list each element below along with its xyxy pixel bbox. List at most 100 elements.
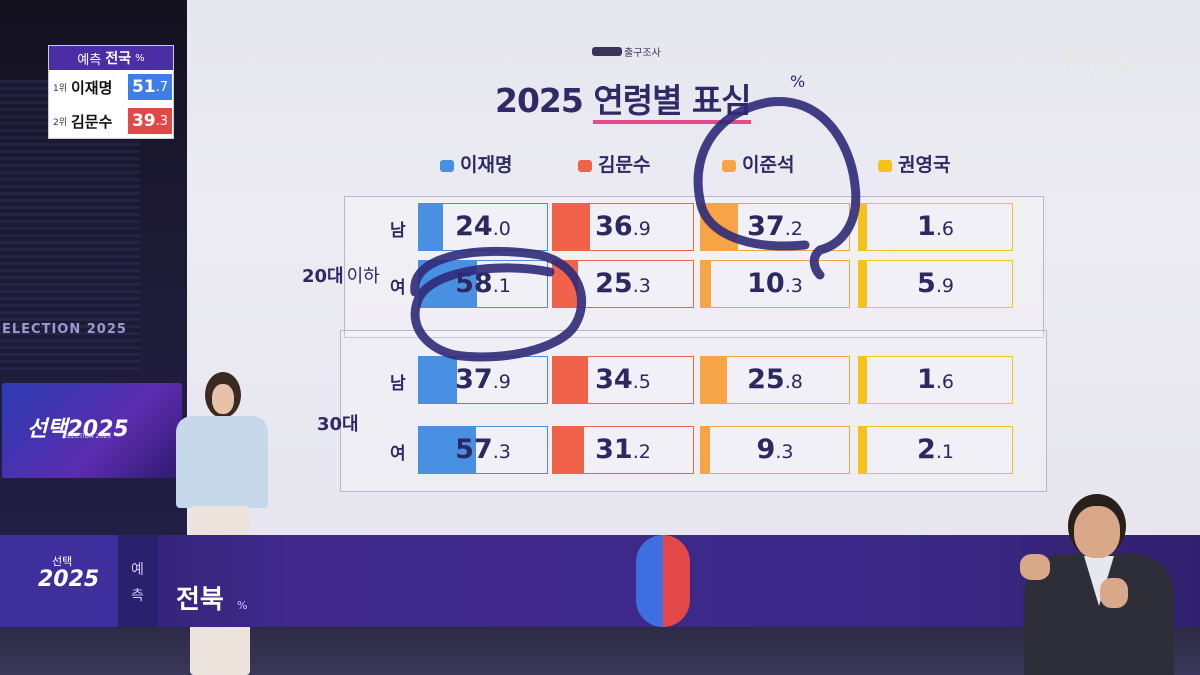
vote-bar [553, 204, 590, 250]
legend-item: 이준석 [722, 150, 794, 177]
side-screen: 선택2025 ELECTION 2025 [2, 383, 182, 478]
vote-value: 2.1 [859, 434, 1012, 465]
vote-value: 10.3 [701, 268, 849, 299]
bar-logo-main: 2025 [38, 567, 100, 592]
vote-cell: 1.6 [858, 203, 1013, 251]
side-screen-logo-sub: ELECTION 2025 [64, 433, 111, 440]
age-group-label: 30대 [317, 410, 362, 436]
vote-cell: 24.0 [418, 203, 548, 251]
presenter-face [212, 384, 234, 414]
vote-cell: 31.2 [552, 426, 694, 474]
legend-label: 이재명 [460, 154, 513, 176]
vote-value: 25.8 [701, 364, 849, 395]
prediction-header: 예측 전국 % [49, 46, 173, 70]
vote-bar [553, 357, 588, 403]
vote-bar [419, 204, 443, 250]
vote-cell: 10.3 [700, 260, 850, 308]
vote-value-int: 25 [595, 268, 633, 299]
sign-language-interpreter [1010, 490, 1180, 675]
vote-value-dec: .9 [632, 218, 651, 240]
vote-bar [701, 427, 710, 473]
vote-value: 58.1 [419, 268, 547, 299]
vote-value-dec: .3 [492, 441, 511, 463]
vote-bar [859, 261, 867, 307]
vote-value-int: 10 [747, 268, 785, 299]
vote-value: 1.6 [859, 211, 1012, 242]
vote-value-int: 37 [747, 211, 785, 242]
prediction-header-region: 전국 [105, 51, 132, 67]
vote-value-int: 31 [595, 434, 633, 465]
vote-value-dec: .2 [632, 441, 651, 463]
age-group-label: 20대 이하 [302, 262, 380, 288]
vote-bar [553, 427, 584, 473]
side-screen-logo: 선택2025 [27, 417, 129, 442]
vote-bar [859, 204, 867, 250]
vote-value-int: 25 [747, 364, 785, 395]
prediction-value: 51.7 [128, 74, 172, 100]
broadcaster-small-logo [592, 47, 622, 56]
vote-cell: 5.9 [858, 260, 1013, 308]
vote-value: 25.3 [553, 268, 693, 299]
pie-right-half [663, 535, 690, 627]
vote-value-dec: .3 [784, 275, 803, 297]
vote-bar [859, 427, 867, 473]
presenter-shirt [176, 416, 268, 508]
prediction-value-dec: .7 [155, 79, 169, 95]
legend-swatch [440, 159, 454, 172]
bar-region: 전북 [176, 585, 224, 615]
prediction-row: 1위 이재명 51.7 [49, 70, 173, 104]
prediction-value-dec: .3 [155, 113, 169, 129]
prediction-name: 김문수 [71, 112, 113, 131]
bar-logo: 선택 2025 [0, 535, 118, 627]
exit-poll-label: 출구조사 [624, 48, 661, 59]
vote-value-dec: .6 [935, 371, 954, 393]
title-unit: % [790, 72, 806, 91]
vote-cell: 25.3 [552, 260, 694, 308]
prediction-value-int: 51 [131, 77, 156, 97]
legend-label: 권영국 [898, 154, 951, 176]
vote-cell: 2.1 [858, 426, 1013, 474]
vote-value-int: 9 [756, 434, 776, 465]
legend-item: 김문수 [578, 150, 650, 177]
legend-item: 권영국 [878, 150, 950, 177]
prediction-rank: 1위 [52, 83, 67, 94]
vote-value: 57.3 [419, 434, 547, 465]
legend-label: 이준석 [742, 154, 795, 176]
vote-bar [701, 261, 711, 307]
vote-value: 1.6 [859, 364, 1012, 395]
election-wall-text: ELECTION 2025 [2, 322, 127, 337]
mbc-logo: MBC [1062, 42, 1135, 77]
prediction-box: 예측 전국 % 1위 이재명 51.7 2위 김문수 39.3 [48, 45, 174, 139]
vote-bar [701, 357, 727, 403]
prediction-header-unit: % [135, 52, 145, 64]
chart-title: 2025 연령별 표심 [495, 74, 752, 124]
vote-value-int: 36 [595, 211, 633, 242]
vote-value-int: 24 [455, 211, 493, 242]
prediction-header-prefix: 예측 [77, 52, 102, 68]
vote-value-dec: .2 [784, 218, 803, 240]
vote-value-dec: .5 [632, 371, 651, 393]
vote-value-dec: .1 [935, 441, 954, 463]
legend-swatch [722, 159, 736, 172]
interpreter-face [1074, 506, 1120, 558]
vote-value-dec: .9 [492, 371, 511, 393]
vote-value: 37.9 [419, 364, 547, 395]
bar-logo-top: 선택 [52, 555, 73, 568]
vote-value-dec: .3 [632, 275, 651, 297]
presenter [168, 372, 268, 675]
vote-cell: 34.5 [552, 356, 694, 404]
bar-predict-label: 예 측 [118, 535, 158, 627]
vote-value-dec: .0 [492, 218, 511, 240]
legend-swatch [878, 159, 892, 172]
interpreter-hand [1020, 554, 1050, 580]
vote-value: 37.2 [701, 211, 849, 242]
age-group-age: 20대 [302, 266, 344, 287]
title-year: 2025 [495, 81, 584, 120]
vote-value-int: 57 [455, 434, 493, 465]
vote-value: 24.0 [419, 211, 547, 242]
legend-label: 김문수 [598, 154, 651, 176]
gender-label: 여 [390, 444, 406, 464]
vote-bar [419, 357, 457, 403]
vote-cell: 36.9 [552, 203, 694, 251]
vote-value-int: 1 [917, 364, 936, 395]
